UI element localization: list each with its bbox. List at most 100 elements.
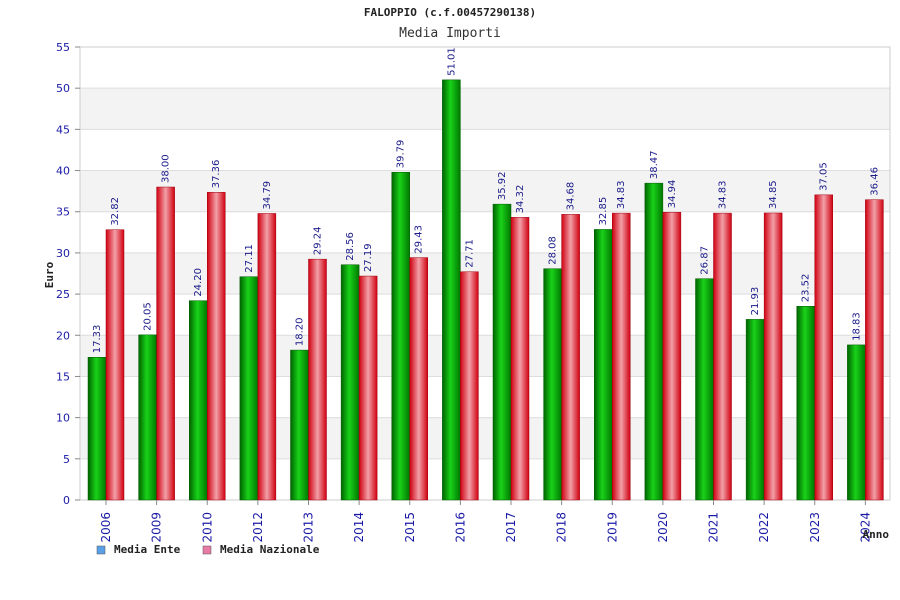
x-tick-label: 2023: [808, 512, 822, 543]
data-label: 29.24: [313, 227, 324, 256]
chart-subtitle: Media Importi: [399, 26, 501, 41]
bar-media-nazionale-2021: [713, 212, 732, 501]
data-label: 18.83: [851, 312, 862, 341]
data-label: 39.79: [396, 140, 407, 169]
x-tick-label: 2014: [352, 512, 366, 543]
y-tick-label: 25: [56, 288, 70, 301]
y-tick-label: 20: [56, 329, 70, 342]
data-label: 20.05: [143, 302, 154, 331]
bar-media-ente-2024: [847, 344, 866, 501]
x-tick-label: 2012: [251, 512, 265, 543]
x-tick-label: 2018: [555, 512, 569, 543]
data-label: 26.87: [700, 246, 711, 275]
bar-media-nazionale-2014: [358, 275, 378, 501]
data-label: 34.68: [566, 182, 577, 211]
data-label: 32.85: [598, 197, 609, 226]
bar-media-nazionale-2023: [814, 194, 833, 501]
x-tick-label: 2016: [453, 512, 467, 543]
bar-media-nazionale-2010: [207, 192, 226, 501]
bar-media-nazionale-2013: [308, 258, 327, 501]
x-tick-label: 2010: [200, 512, 214, 543]
data-label: 27.71: [464, 239, 475, 268]
data-label: 18.20: [295, 317, 306, 346]
y-tick-label: 10: [56, 412, 70, 425]
bar-media-ente-2012: [239, 276, 259, 501]
bar-media-ente-2020: [644, 182, 664, 501]
bar-media-ente-2019: [594, 229, 613, 501]
x-tick-label: 2019: [605, 512, 619, 543]
x-axis: 2006 2009 2010 2012 2013 2014 2015 2016 2017 2018…: [99, 500, 872, 543]
data-label: 51.01: [446, 47, 457, 76]
bar-media-ente-2018: [543, 268, 562, 501]
data-label: 28.56: [345, 232, 356, 261]
data-label: 29.43: [414, 225, 425, 254]
data-label: 34.83: [616, 180, 627, 209]
bar-media-nazionale-2024: [865, 199, 884, 501]
data-label: 21.93: [750, 287, 761, 316]
plot-area: [79, 46, 891, 501]
x-tick-label: 2006: [99, 512, 113, 543]
bar-media-ente-2010: [189, 300, 208, 501]
x-tick-label: 2013: [302, 512, 316, 543]
legend-label-media-ente: Media Ente: [114, 543, 181, 556]
data-label: 34.83: [718, 180, 729, 209]
x-tick-label: 2021: [707, 512, 721, 543]
bar-media-nazionale-2020: [662, 211, 682, 501]
y-tick-label: 55: [56, 41, 70, 54]
x-tick-label: 2020: [656, 512, 670, 543]
data-label: 34.94: [667, 180, 678, 209]
legend-swatch-media-ente: [96, 545, 106, 555]
bar-media-ente-2016: [442, 79, 461, 501]
y-tick-label: 40: [56, 165, 70, 178]
bar-media-ente-2023: [796, 306, 815, 501]
data-label: 34.79: [262, 181, 273, 210]
x-tick-label: 2015: [403, 512, 417, 543]
data-label: 17.33: [92, 325, 103, 354]
data-label: 35.92: [497, 172, 508, 201]
bar-media-ente-2015: [391, 172, 410, 501]
bars: [87, 79, 884, 501]
x-tick-label: 2024: [858, 512, 872, 543]
data-label: 37.05: [819, 162, 830, 191]
y-tick-label: 30: [56, 247, 70, 260]
bar-media-nazionale-2016: [460, 271, 479, 501]
data-label: 36.46: [869, 167, 880, 196]
bar-media-nazionale-2009: [156, 186, 175, 501]
data-label: 37.36: [211, 160, 222, 189]
bar-media-ente-2006: [87, 357, 107, 501]
bar-media-nazionale-2019: [612, 212, 631, 501]
bar-media-ente-2014: [340, 264, 360, 501]
y-axis-label: Euro: [43, 261, 56, 288]
legend: Media Ente Media Nazionale: [96, 543, 320, 556]
x-tick-label: 2017: [504, 512, 518, 543]
data-label: 27.11: [244, 244, 255, 273]
bar-media-ente-2021: [695, 278, 714, 501]
y-axis: 0 5 10 15 20 25 30 35 40 45 50 55: [56, 41, 80, 507]
x-tick-label: 2022: [757, 512, 771, 543]
legend-swatch-media-nazionale: [202, 545, 212, 555]
y-tick-label: 0: [63, 494, 70, 507]
data-label: 27.19: [363, 243, 374, 272]
bar-media-nazionale-2022: [763, 212, 783, 501]
bar-media-ente-2009: [138, 334, 157, 501]
y-tick-label: 50: [56, 82, 70, 95]
data-label: 38.00: [161, 154, 172, 183]
plot-band: [80, 47, 890, 89]
x-tick-label: 2009: [150, 512, 164, 543]
bar-media-nazionale-2017: [510, 217, 530, 501]
bar-media-nazionale-2018: [561, 214, 580, 501]
data-label: 34.85: [768, 180, 779, 209]
y-tick-label: 5: [63, 453, 70, 466]
plot-band: [80, 129, 890, 171]
bar-media-ente-2013: [290, 349, 309, 501]
data-label: 28.08: [548, 236, 559, 265]
chart-title: FALOPPIO (c.f.00457290138): [364, 6, 536, 19]
bar-media-ente-2022: [745, 319, 765, 501]
data-label: 34.32: [515, 185, 526, 214]
data-labels: 17.33 32.82 20.05 38.00 24.20 37.36 27.11 34.79…: [92, 47, 880, 353]
bar-media-nazionale-2006: [105, 229, 125, 501]
data-label: 24.20: [193, 268, 204, 297]
bar-media-nazionale-2015: [409, 257, 428, 501]
data-label: 38.47: [649, 151, 660, 180]
